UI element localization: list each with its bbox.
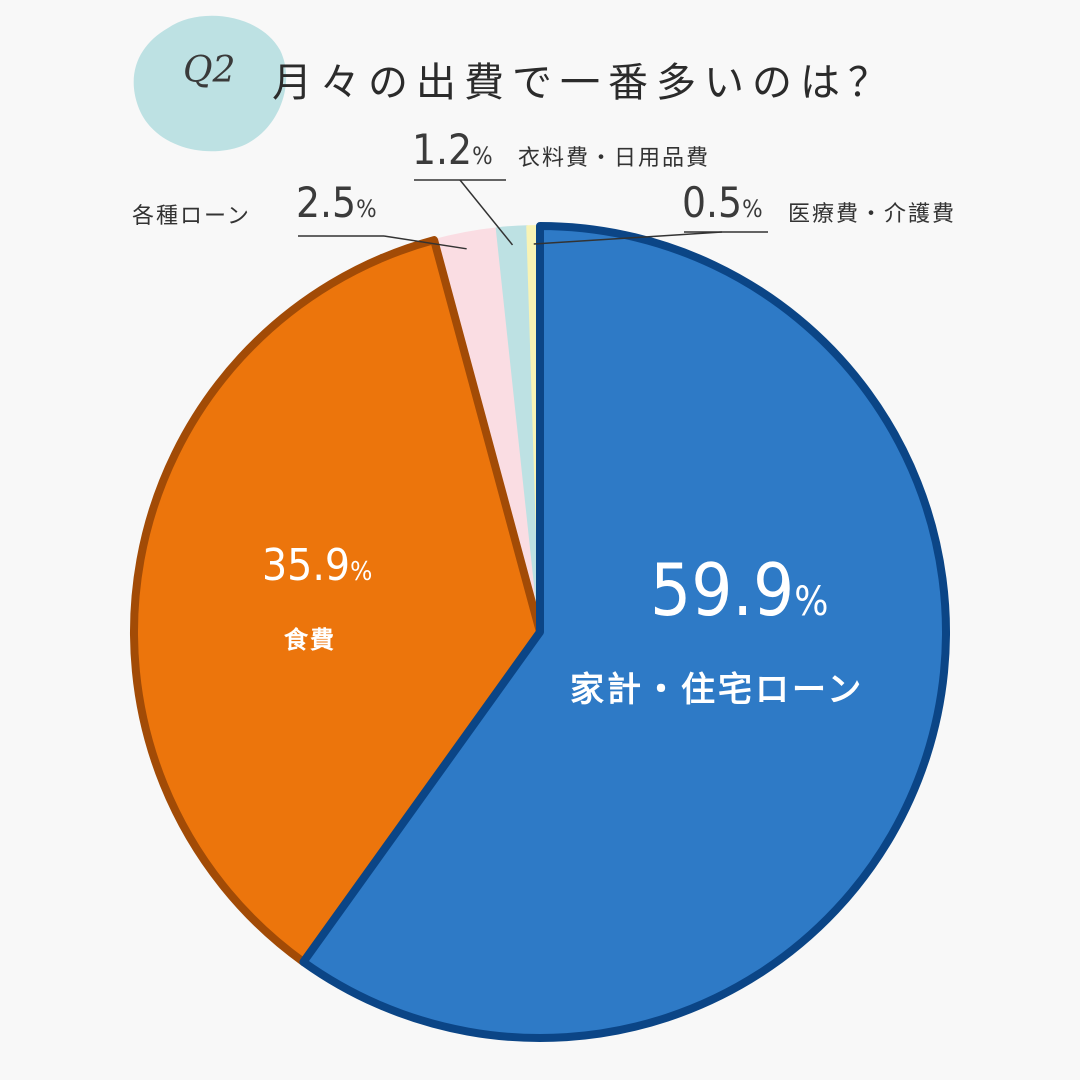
question-number: Q2 — [183, 50, 236, 91]
pct-unit-clothing: % — [472, 142, 493, 170]
label-loans: 各種ローン — [132, 204, 251, 229]
pct-unit-loans: % — [356, 195, 377, 223]
pct-unit-housing: % — [794, 579, 829, 625]
pct-number-medical: 0.5 — [682, 178, 743, 227]
pct-unit-medical: % — [742, 195, 763, 223]
title-blob-decoration — [133, 15, 287, 152]
pct-label-loans: 2.5% — [296, 178, 377, 227]
label-housing: 家計・住宅ローン — [570, 670, 865, 710]
pct-number-loans: 2.5 — [296, 178, 357, 227]
leader-clothing — [459, 179, 514, 246]
leader-loans — [383, 235, 467, 250]
label-medical: 医療費・介護費 — [788, 202, 957, 227]
leader-medical — [533, 231, 723, 245]
pct-number-food: 35.9 — [262, 540, 351, 591]
label-clothing: 衣料費・日用品費 — [518, 146, 711, 171]
chart-title: 月々の出費で一番多いのは？ — [272, 60, 896, 106]
pct-number-housing: 59.9 — [650, 548, 795, 632]
pct-label-food: 35.9% — [262, 540, 372, 591]
pct-label-housing: 59.9% — [650, 548, 828, 632]
label-food: 食費 — [284, 626, 336, 654]
pct-label-medical: 0.5% — [682, 178, 763, 227]
pct-number-clothing: 1.2 — [412, 125, 473, 174]
pct-unit-food: % — [350, 557, 373, 587]
slice-food — [130, 236, 544, 966]
pct-label-clothing: 1.2% — [412, 125, 493, 174]
slice-housing — [299, 222, 950, 1042]
